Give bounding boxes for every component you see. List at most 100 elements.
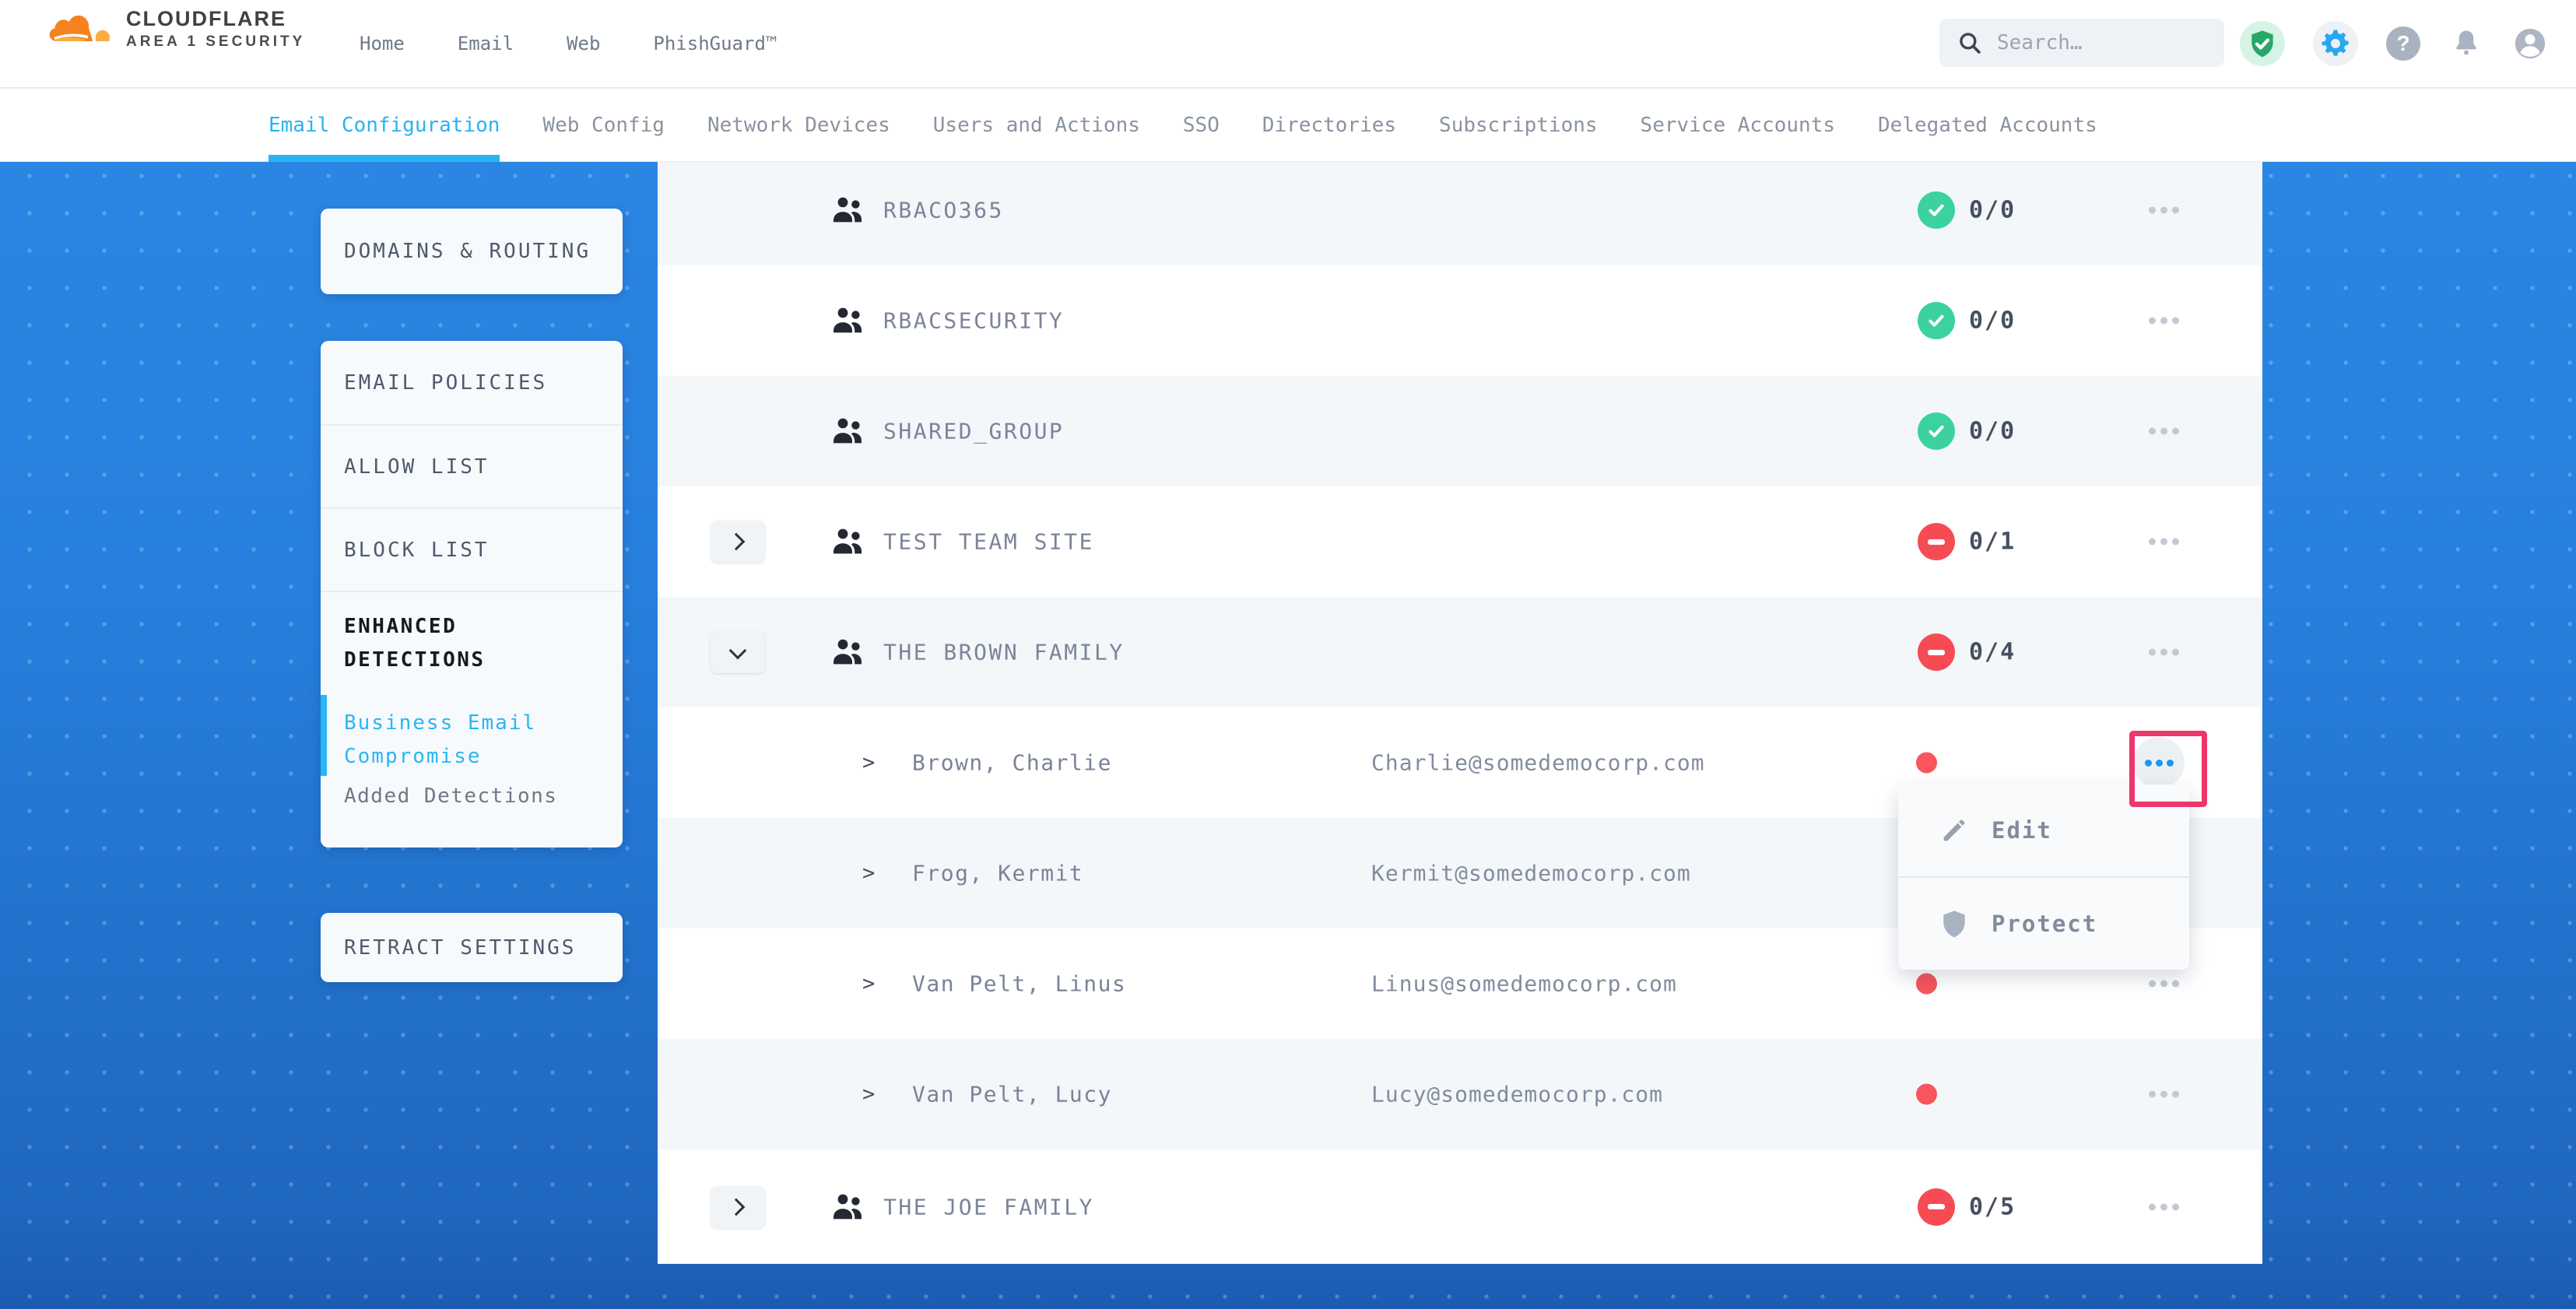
expand-button[interactable]	[711, 1185, 765, 1228]
tab-network-devices[interactable]: Network Devices	[707, 113, 890, 137]
menu-label-edit: Edit	[1992, 817, 2052, 844]
shield-check-icon	[2251, 30, 2273, 58]
settings-button[interactable]	[2313, 21, 2358, 66]
row-actions-button[interactable]	[2144, 313, 2184, 329]
menu-item-edit[interactable]: Edit	[1898, 784, 2189, 876]
nav-phishguard[interactable]: PhishGuard™	[653, 33, 777, 54]
minus-icon	[1928, 649, 1945, 655]
chevron-down-icon	[728, 641, 747, 659]
protection-status-button[interactable]	[2240, 21, 2285, 66]
sidebar-item-email-policies[interactable]: EMAIL POLICIES	[344, 370, 548, 395]
sidebar-item-added-detections[interactable]: Added Detections	[344, 784, 558, 808]
group-name: SHARED_GROUP	[883, 418, 1065, 444]
sidebar-item-domains-routing[interactable]: DOMAINS & ROUTING	[344, 240, 591, 263]
logo-text: CLOUDFLARE AREA 1 SECURITY	[126, 7, 305, 51]
check-icon	[1928, 314, 1944, 327]
table-row-group: RBACO365 0/0	[658, 155, 2262, 265]
chevron-right-icon	[727, 1198, 746, 1216]
notifications-button[interactable]	[2448, 26, 2484, 61]
group-name: TEST TEAM SITE	[883, 528, 1095, 555]
menu-item-protect[interactable]: Protect	[1898, 876, 2189, 970]
protected-count: 0/5	[1969, 1193, 2016, 1220]
user-expand-caret[interactable]: >	[862, 750, 876, 775]
group-icon	[829, 1191, 866, 1223]
row-actions-button-active[interactable]	[2133, 737, 2185, 788]
tab-users-and-actions[interactable]: Users and Actions	[932, 113, 1140, 137]
logo-brand: CLOUDFLARE	[126, 7, 286, 30]
row-actions-button[interactable]	[2144, 1086, 2184, 1103]
user-email: Linus@somedemocorp.com	[1371, 970, 1677, 997]
tab-email-configuration[interactable]: Email Configuration	[268, 89, 500, 162]
expand-button[interactable]	[711, 521, 765, 563]
minus-icon	[1928, 1204, 1945, 1209]
nav-web[interactable]: Web	[567, 33, 601, 54]
table-row-user: > Brown, Charlie Charlie@somedemocorp.co…	[658, 707, 2262, 818]
chevron-right-icon	[727, 532, 746, 551]
account-button[interactable]	[2512, 26, 2548, 61]
collapse-button[interactable]	[711, 631, 765, 673]
row-actions-button[interactable]	[2144, 423, 2184, 440]
nav-email[interactable]: Email	[457, 33, 514, 54]
table-row-group: RBACSECURITY 0/0	[658, 265, 2262, 376]
status-badge-protected	[1918, 412, 1955, 450]
group-name: RBACSECURITY	[883, 307, 1065, 334]
table-row-group: THE BROWN FAMILY 0/4	[658, 597, 2262, 707]
cloudflare-cloud-icon	[49, 15, 110, 42]
gear-icon	[2322, 30, 2349, 56]
pencil-icon	[1943, 819, 1965, 841]
sidebar-item-retract-settings[interactable]: RETRACT SETTINGS	[344, 935, 577, 960]
sidebar-card-policies: EMAIL POLICIES ALLOW LIST BLOCK LIST ENH…	[321, 341, 623, 848]
status-badge-protected	[1918, 302, 1955, 339]
minus-icon	[1928, 539, 1945, 545]
user-name: Brown, Charlie	[912, 749, 1113, 776]
status-badge-unprotected	[1918, 633, 1955, 671]
row-actions-button[interactable]	[2144, 202, 2184, 219]
primary-nav: Home Email Web PhishGuard™	[360, 0, 777, 87]
group-icon	[829, 526, 866, 557]
sidebar-item-block-list[interactable]: BLOCK LIST	[321, 507, 623, 591]
search-icon	[1960, 33, 1981, 54]
user-expand-caret[interactable]: >	[862, 971, 876, 996]
tab-subscriptions[interactable]: Subscriptions	[1439, 113, 1598, 137]
row-actions-button[interactable]	[2144, 644, 2184, 661]
group-icon	[829, 305, 866, 336]
user-name: Van Pelt, Lucy	[912, 1081, 1113, 1107]
user-email: Kermit@somedemocorp.com	[1371, 860, 1691, 886]
sidebar-item-enhanced-detections[interactable]: ENHANCED DETECTIONS	[321, 591, 623, 695]
cloudflare-logo[interactable]: CLOUDFLARE AREA 1 SECURITY	[44, 6, 305, 51]
shield-icon	[1943, 911, 1965, 938]
status-dot-unprotected	[1916, 752, 1937, 774]
help-icon[interactable]: ?	[2386, 26, 2420, 61]
menu-label-protect: Protect	[1992, 911, 2098, 937]
sidebar-item-business-email-compromise[interactable]: Business Email Compromise	[321, 695, 623, 784]
row-actions-button[interactable]	[2144, 976, 2184, 992]
sidebar-item-allow-list[interactable]: ALLOW LIST	[321, 424, 623, 507]
user-expand-caret[interactable]: >	[862, 861, 876, 886]
search-input[interactable]	[1995, 30, 2193, 55]
section-tabs: Email Configuration Web Config Network D…	[0, 89, 2576, 162]
row-actions-button[interactable]	[2144, 534, 2184, 550]
bell-icon	[2456, 30, 2476, 55]
header-icon-group: ?	[2240, 0, 2548, 87]
sidebar-card-retract: RETRACT SETTINGS	[321, 913, 623, 982]
check-icon	[1928, 425, 1944, 437]
table-row-user: > Van Pelt, Lucy Lucy@somedemocorp.com	[658, 1039, 2262, 1149]
search-box[interactable]	[1939, 19, 2224, 67]
app-header: CLOUDFLARE AREA 1 SECURITY Home Email We…	[0, 0, 2576, 89]
user-expand-caret[interactable]: >	[862, 1082, 876, 1107]
group-name: THE JOE FAMILY	[883, 1194, 1095, 1220]
tab-delegated-accounts[interactable]: Delegated Accounts	[1878, 113, 2097, 137]
user-icon	[2515, 28, 2546, 59]
row-actions-button[interactable]	[2144, 1198, 2184, 1215]
protected-count: 0/0	[1969, 307, 2016, 335]
tab-sso[interactable]: SSO	[1182, 113, 1220, 137]
group-name: RBACO365	[883, 197, 1004, 223]
nav-home[interactable]: Home	[360, 33, 405, 54]
tab-web-config[interactable]: Web Config	[542, 113, 665, 137]
group-icon	[829, 637, 866, 668]
tab-directories[interactable]: Directories	[1262, 113, 1397, 137]
status-dot-unprotected	[1916, 973, 1937, 995]
protected-count: 0/1	[1969, 528, 2016, 556]
status-badge-unprotected	[1918, 523, 1955, 560]
tab-service-accounts[interactable]: Service Accounts	[1640, 113, 1835, 137]
